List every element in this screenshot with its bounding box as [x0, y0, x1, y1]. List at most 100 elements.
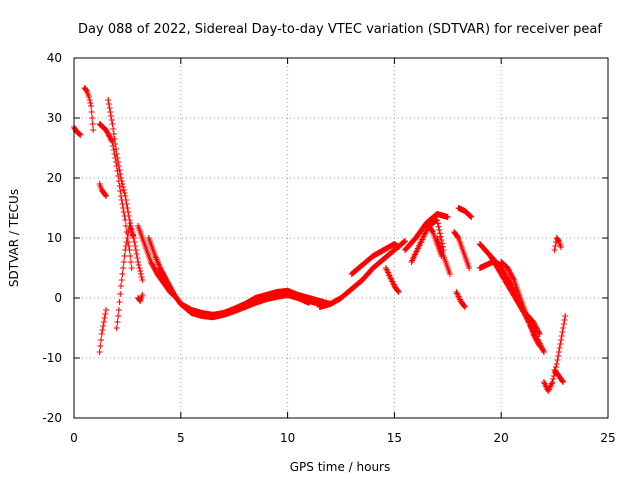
data-point — [126, 217, 133, 223]
data-point — [113, 151, 120, 157]
data-series — [476, 259, 505, 271]
data-series — [96, 307, 110, 355]
data-point — [466, 265, 473, 271]
data-point — [157, 266, 164, 273]
data-point — [510, 275, 517, 282]
data-point — [108, 113, 115, 119]
data-point — [118, 178, 125, 184]
data-point — [437, 233, 444, 240]
data-point — [117, 188, 124, 194]
data-point — [138, 274, 145, 280]
data-point — [123, 201, 130, 207]
data-point — [121, 253, 128, 259]
data-point — [163, 278, 170, 285]
data-point — [88, 103, 95, 109]
y-tick-label: 30 — [47, 111, 62, 125]
data-point — [102, 192, 109, 198]
data-point — [556, 345, 563, 351]
data-point — [118, 277, 125, 283]
data-point — [557, 341, 564, 347]
data-point — [558, 333, 565, 339]
data-point — [107, 135, 114, 141]
data-point — [108, 117, 115, 123]
data-point — [85, 94, 92, 100]
y-tick-label: 40 — [47, 51, 62, 65]
data-point — [506, 267, 513, 274]
data-point — [158, 269, 165, 275]
data-point — [135, 259, 142, 265]
data-point — [152, 267, 159, 273]
data-point — [530, 320, 537, 327]
data-point — [508, 271, 515, 278]
data-point — [466, 212, 473, 219]
data-point — [166, 283, 173, 290]
x-tick-label: 15 — [387, 431, 402, 445]
data-point — [96, 349, 103, 355]
data-point — [103, 307, 110, 313]
data-point — [504, 265, 511, 271]
data-point — [119, 271, 126, 277]
data-point — [435, 223, 442, 230]
data-point — [165, 282, 172, 289]
data-point — [99, 327, 106, 333]
data-point — [86, 97, 93, 103]
data-point — [115, 159, 122, 165]
data-point — [83, 87, 90, 93]
data-point — [103, 128, 110, 135]
data-point — [551, 247, 558, 253]
y-tick-label: -20 — [42, 411, 62, 425]
data-point — [562, 313, 569, 319]
data-point — [454, 234, 461, 240]
data-point — [534, 327, 541, 333]
x-tick-label: 5 — [177, 431, 185, 445]
data-point — [105, 101, 112, 107]
data-point — [101, 315, 108, 321]
data-point — [507, 270, 514, 277]
data-point — [124, 235, 131, 241]
data-point — [137, 271, 144, 277]
data-point — [117, 175, 124, 181]
data-series — [135, 292, 146, 304]
data-point — [531, 333, 538, 340]
data-series — [71, 124, 84, 138]
data-point — [150, 263, 157, 269]
data-point — [135, 262, 142, 268]
data-point — [148, 260, 155, 267]
data-point — [125, 209, 132, 215]
data-point — [122, 247, 129, 253]
data-point — [90, 127, 97, 133]
data-point — [429, 228, 436, 234]
data-point — [533, 325, 540, 332]
data-point — [77, 131, 84, 138]
data-point — [134, 255, 141, 261]
data-point — [164, 279, 171, 286]
data-point — [509, 274, 516, 281]
data-point — [149, 261, 156, 268]
data-series — [105, 97, 146, 283]
data-point — [159, 270, 166, 277]
data-point — [117, 291, 124, 297]
data-point — [122, 243, 129, 249]
data-point — [305, 299, 312, 306]
data-point — [123, 239, 130, 245]
data-point — [103, 127, 110, 133]
data-point — [87, 100, 94, 106]
data-point — [157, 267, 164, 274]
data-point — [110, 126, 117, 132]
data-point — [75, 130, 82, 137]
data-point — [105, 97, 112, 103]
data-point — [401, 238, 408, 245]
y-tick-label: 20 — [47, 171, 62, 185]
data-series — [81, 85, 97, 133]
data-point — [505, 266, 512, 273]
data-point — [147, 259, 154, 265]
data-point — [530, 331, 537, 337]
data-series — [348, 241, 402, 277]
data-point — [100, 319, 107, 325]
data-point — [88, 109, 95, 115]
data-point — [114, 155, 121, 161]
data-point — [136, 265, 143, 271]
data-point — [536, 331, 543, 337]
data-point — [105, 131, 112, 137]
data-point — [506, 269, 513, 275]
